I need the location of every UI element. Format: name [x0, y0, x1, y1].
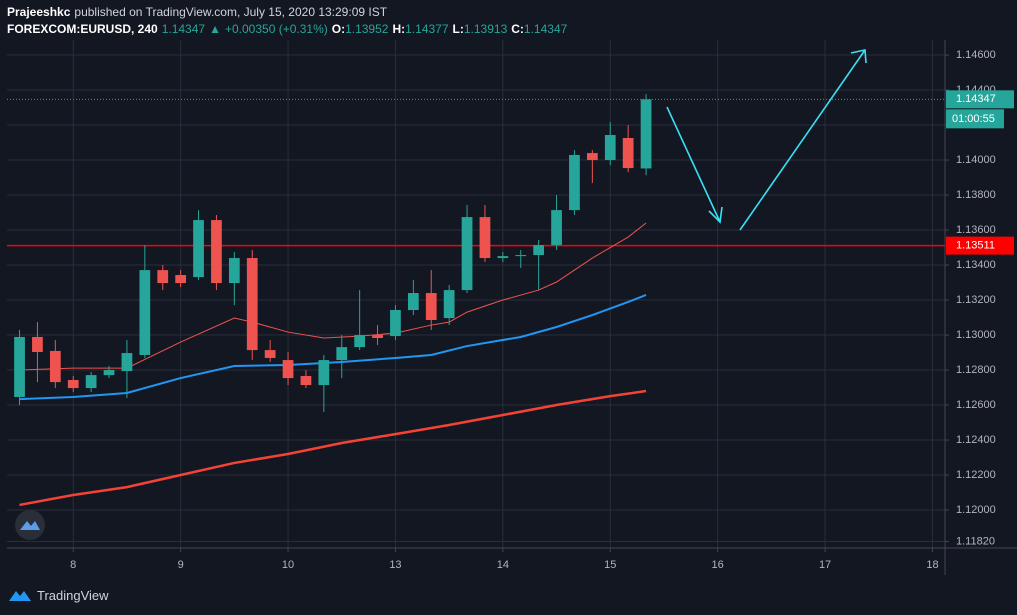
x-tick-label: 14 — [497, 559, 509, 571]
candle-body — [569, 154, 580, 211]
x-tick-label: 15 — [604, 559, 616, 571]
change: +0.00350 (+0.31%) — [224, 22, 328, 36]
y-tick-label: 1.12600 — [956, 399, 996, 411]
open-label: O: — [331, 22, 346, 36]
candle-body — [533, 245, 545, 256]
countdown-label: 01:00:55 — [952, 113, 995, 125]
level-tag — [946, 236, 1014, 255]
candle-body — [157, 270, 169, 284]
candle-body — [67, 380, 79, 389]
drawn-arrows — [666, 49, 867, 231]
countdown-tag — [946, 109, 1004, 129]
close-label: C: — [511, 22, 524, 36]
open-value: 1.13952 — [345, 22, 389, 36]
candle-body — [622, 137, 634, 169]
x-tick-label: 16 — [712, 559, 724, 571]
high-label: H: — [392, 22, 406, 36]
footer: TradingView — [8, 587, 109, 603]
x-tick-label: 9 — [178, 559, 184, 571]
footer-logo — [9, 591, 31, 601]
candle-body — [336, 347, 348, 361]
candle-body — [139, 270, 151, 355]
y-tick-label: 1.13600 — [956, 224, 996, 236]
brand: TradingView — [37, 587, 109, 603]
candle-body — [211, 220, 222, 284]
axes: 1.146001.144001.142001.140001.138001.136… — [70, 49, 1014, 571]
y-tick-label: 1.12400 — [956, 434, 996, 446]
plot-area — [7, 94, 945, 507]
candle-body — [228, 258, 240, 284]
candle-body — [193, 220, 204, 278]
y-tick-label: 1.12000 — [956, 504, 996, 516]
candle-body — [497, 256, 509, 259]
last-price-label: 1.14347 — [956, 93, 996, 105]
y-tick-label: 1.14000 — [956, 154, 996, 166]
header-line-1: Prajeeshkc published on TradingView.com,… — [7, 5, 387, 19]
low-label: L: — [452, 22, 464, 36]
arrow-head — [850, 49, 867, 64]
candle-body — [425, 293, 437, 320]
y-tick-label: 1.11820 — [956, 535, 995, 547]
symbol: FOREXCOM:EURUSD, 240 — [7, 22, 158, 36]
x-tick-label: 10 — [282, 559, 294, 571]
arrow-down — [666, 106, 721, 223]
close-value: 1.14347 — [523, 22, 568, 36]
candle-body — [175, 275, 187, 284]
header-line-2: FOREXCOM:EURUSD, 240 1.14347 ▲ +0.00350 … — [7, 22, 567, 36]
candle-body — [479, 217, 491, 259]
chart: 1.146001.144001.142001.140001.138001.136… — [7, 40, 1017, 575]
candle-body — [372, 335, 383, 339]
x-tick-label: 18 — [926, 559, 938, 571]
low-value: 1.13913 — [463, 22, 508, 36]
last-price: 1.14347 — [161, 22, 206, 36]
candle-body — [49, 350, 61, 383]
y-tick-label: 1.13800 — [956, 189, 996, 201]
candle-body — [390, 310, 401, 337]
y-tick-label: 1.13000 — [956, 329, 996, 341]
y-tick-label: 1.13200 — [956, 294, 996, 306]
x-tick-label: 8 — [70, 559, 76, 571]
candle-body — [85, 375, 97, 389]
candle-body — [300, 375, 312, 386]
candle-body — [121, 353, 133, 372]
candle-body — [640, 99, 652, 169]
candle-body — [461, 217, 473, 291]
candle-body — [515, 255, 527, 257]
moving-average — [19, 294, 647, 401]
candle-body — [551, 210, 562, 246]
candle-body — [246, 258, 258, 351]
candle-body — [264, 350, 276, 358]
candle-body — [604, 135, 616, 161]
arrow-head — [708, 206, 723, 224]
last-price-tag — [946, 90, 1014, 109]
arrow-up — [739, 49, 866, 231]
candle-body — [354, 335, 366, 348]
x-tick-label: 13 — [389, 559, 401, 571]
y-tick-label: 1.13400 — [956, 259, 996, 271]
candle-body — [14, 336, 25, 397]
published: published on TradingView.com, July 15, 2… — [74, 5, 388, 19]
level-label: 1.13511 — [956, 240, 995, 252]
y-tick-label: 1.12800 — [956, 364, 996, 376]
moving-average — [19, 389, 647, 507]
candle-body — [318, 360, 330, 386]
author: Prajeeshkc — [7, 5, 71, 19]
candle-body — [586, 153, 598, 161]
candle-body — [32, 336, 43, 353]
candle-body — [443, 290, 455, 319]
candle-body — [103, 370, 115, 376]
y-tick-label: 1.12200 — [956, 469, 996, 481]
high-value: 1.14377 — [405, 22, 449, 36]
y-tick-label: 1.14600 — [956, 49, 996, 61]
change-arrow: ▲ — [209, 22, 221, 36]
candle-body — [407, 293, 419, 311]
candle-body — [282, 360, 294, 379]
x-tick-label: 17 — [819, 559, 831, 571]
logo-badge — [15, 510, 45, 540]
